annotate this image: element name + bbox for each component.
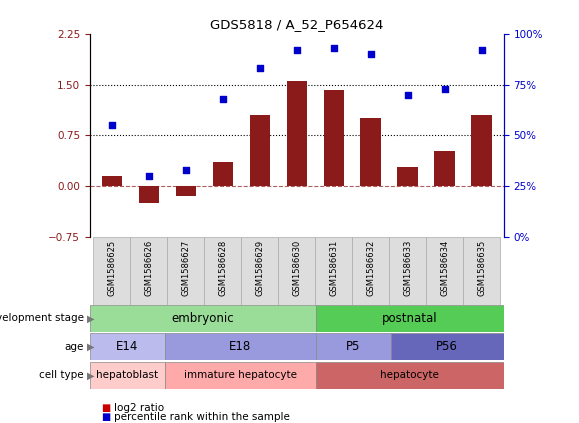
Text: cell type: cell type xyxy=(39,371,84,380)
Text: ■: ■ xyxy=(101,403,111,413)
Point xyxy=(477,47,486,53)
Bar xyxy=(397,167,418,186)
Bar xyxy=(90,362,165,389)
Bar xyxy=(463,237,500,305)
Text: GSM1586629: GSM1586629 xyxy=(255,239,264,296)
Text: GSM1586630: GSM1586630 xyxy=(292,239,301,296)
Text: GSM1586627: GSM1586627 xyxy=(181,239,190,296)
Bar xyxy=(204,237,241,305)
Bar xyxy=(391,333,504,360)
Title: GDS5818 / A_52_P654624: GDS5818 / A_52_P654624 xyxy=(210,18,383,31)
Text: GSM1586631: GSM1586631 xyxy=(329,239,338,296)
Text: embryonic: embryonic xyxy=(171,312,234,325)
Bar xyxy=(426,237,463,305)
Text: P5: P5 xyxy=(346,340,360,353)
Bar xyxy=(165,333,316,360)
Point xyxy=(107,122,116,129)
Point xyxy=(366,51,375,58)
Bar xyxy=(90,305,316,332)
Bar xyxy=(316,333,391,360)
Point xyxy=(218,96,228,102)
Text: ■: ■ xyxy=(101,412,111,422)
Bar xyxy=(287,81,307,186)
Bar xyxy=(389,237,426,305)
Text: development stage: development stage xyxy=(0,313,84,323)
Point xyxy=(403,91,412,98)
Bar xyxy=(361,118,381,186)
Text: percentile rank within the sample: percentile rank within the sample xyxy=(114,412,290,422)
Bar xyxy=(212,162,233,186)
Bar xyxy=(250,115,270,186)
Text: GSM1586633: GSM1586633 xyxy=(403,239,412,296)
Bar xyxy=(139,186,159,203)
Text: P56: P56 xyxy=(437,340,458,353)
Text: hepatocyte: hepatocyte xyxy=(380,371,439,380)
Text: GSM1586634: GSM1586634 xyxy=(440,239,449,296)
Text: GSM1586635: GSM1586635 xyxy=(477,239,486,296)
Bar xyxy=(165,362,316,389)
Point xyxy=(292,47,301,53)
Text: GSM1586628: GSM1586628 xyxy=(218,239,228,296)
Bar xyxy=(434,151,455,186)
Text: postnatal: postnatal xyxy=(382,312,438,325)
Text: GSM1586625: GSM1586625 xyxy=(108,239,116,296)
Text: E14: E14 xyxy=(116,340,138,353)
Bar xyxy=(316,305,504,332)
Bar xyxy=(316,362,504,389)
Text: age: age xyxy=(65,342,84,352)
Text: E18: E18 xyxy=(229,340,251,353)
Point xyxy=(440,85,449,92)
Bar xyxy=(130,237,167,305)
Text: immature hepatocyte: immature hepatocyte xyxy=(184,371,297,380)
Point xyxy=(144,173,153,179)
Point xyxy=(181,167,190,173)
Text: GSM1586626: GSM1586626 xyxy=(144,239,153,296)
Text: log2 ratio: log2 ratio xyxy=(114,403,164,413)
Point xyxy=(329,45,338,52)
Text: ▶: ▶ xyxy=(87,342,94,352)
Text: hepatoblast: hepatoblast xyxy=(96,371,159,380)
Bar xyxy=(324,90,344,186)
Bar xyxy=(241,237,278,305)
Bar xyxy=(167,237,204,305)
Bar xyxy=(102,176,122,186)
Text: ▶: ▶ xyxy=(87,313,94,323)
Bar xyxy=(175,186,196,196)
Bar xyxy=(471,115,492,186)
Bar xyxy=(315,237,352,305)
Point xyxy=(255,65,265,72)
Text: ▶: ▶ xyxy=(87,371,94,380)
Text: GSM1586632: GSM1586632 xyxy=(366,239,375,296)
Bar xyxy=(278,237,315,305)
Bar xyxy=(90,333,165,360)
Bar xyxy=(352,237,389,305)
Bar xyxy=(93,237,130,305)
